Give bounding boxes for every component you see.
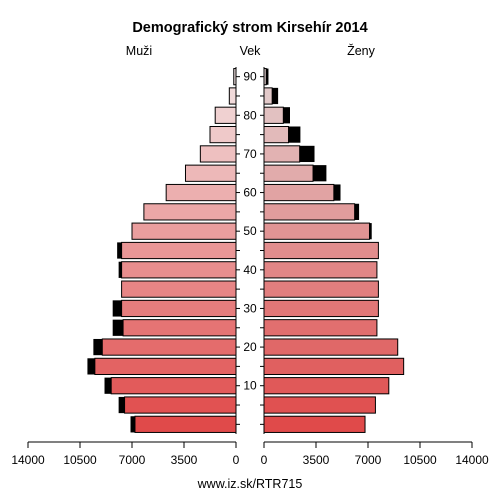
- bars-group: [87, 68, 405, 433]
- female-excess-bar-55-59: [354, 203, 360, 220]
- male-bar-85-89: [228, 87, 237, 105]
- male-bar-10-14: [110, 377, 237, 395]
- age-tick-label: 10: [243, 379, 257, 393]
- female-x-tick-label: 3500: [303, 453, 330, 467]
- male-excess-bar-5-9: [118, 396, 125, 414]
- female-excess-bar-80-84: [283, 107, 290, 124]
- female-bar-65-69: [263, 164, 314, 182]
- male-bar-70-74: [199, 145, 237, 163]
- female-bar-60-64: [263, 183, 335, 202]
- female-bar-50-54: [263, 222, 370, 240]
- female-excess-bar-85-89: [272, 87, 279, 105]
- female-excess-bar-75-79: [288, 126, 301, 143]
- male-bar-15-19: [94, 357, 237, 376]
- female-x-tick-label: 0: [261, 453, 268, 467]
- male-bar-60-64: [165, 183, 237, 202]
- female-bar-80-84: [263, 106, 284, 124]
- male-bar-45-49: [121, 241, 237, 260]
- age-tick-label: 50: [243, 224, 257, 238]
- female-excess-bar-60-64: [333, 184, 341, 201]
- male-excess-bar-20-24: [93, 338, 103, 356]
- age-tick-label: 20: [243, 340, 257, 354]
- female-excess-bar-90+: [266, 68, 269, 85]
- female-bar-30-34: [263, 299, 379, 318]
- female-bar-35-39: [263, 280, 379, 298]
- age-tick-label: 30: [243, 301, 257, 315]
- female-x-tick-label: 14000: [455, 453, 489, 467]
- male-bar-20-24: [101, 338, 237, 356]
- male-x-tick-label: 14000: [11, 453, 45, 467]
- female-x-tick-label: 10500: [403, 453, 437, 467]
- female-bar-25-29: [263, 319, 378, 337]
- axes-group: 10 20 30 40 50 60 70 80 90 14000 10500 7000 3500 0 0 35…: [11, 67, 489, 467]
- females-label: Ženy: [347, 43, 376, 58]
- male-bar-0-4: [134, 415, 237, 433]
- male-x-tick-label: 10500: [63, 453, 97, 467]
- male-bar-55-59: [143, 203, 237, 221]
- female-excess-bar-70-74: [299, 145, 315, 163]
- female-bar-10-14: [263, 377, 390, 395]
- age-tick-label: 60: [243, 186, 257, 200]
- chart-title: Demografický strom Kirsehír 2014: [132, 20, 367, 36]
- male-excess-bar-10-14: [104, 377, 112, 394]
- female-bar-45-49: [263, 241, 379, 260]
- female-bar-0-4: [263, 415, 366, 433]
- footer-source: www.iz.sk/RTR715: [197, 477, 303, 491]
- male-excess-bar-40-44: [118, 261, 122, 278]
- male-bar-50-54: [131, 222, 237, 240]
- female-excess-bar-65-69: [313, 165, 327, 182]
- male-bar-5-9: [124, 396, 237, 414]
- age-label: Vek: [240, 44, 262, 58]
- female-bar-5-9: [263, 396, 376, 414]
- female-x-tick-label: 7000: [355, 453, 382, 467]
- age-tick-label: 70: [243, 147, 257, 161]
- age-tick-label: 40: [243, 263, 257, 277]
- male-bar-25-29: [122, 319, 237, 337]
- male-x-tick-label: 0: [233, 453, 240, 467]
- female-bar-75-79: [263, 125, 290, 144]
- age-tick-label: 90: [243, 70, 257, 84]
- males-label: Muži: [126, 44, 152, 58]
- female-bar-55-59: [263, 203, 356, 221]
- male-bar-40-44: [121, 261, 237, 279]
- male-x-tick-label: 3500: [171, 453, 198, 467]
- male-x-tick-label: 7000: [119, 453, 146, 467]
- male-excess-bar-15-19: [87, 358, 95, 375]
- age-tick-label: 80: [243, 108, 257, 122]
- female-bar-70-74: [263, 145, 301, 163]
- male-bar-75-79: [209, 125, 237, 144]
- male-excess-bar-25-29: [112, 319, 124, 336]
- male-bar-30-34: [121, 299, 237, 318]
- male-excess-bar-0-4: [130, 416, 135, 433]
- male-bar-35-39: [121, 280, 237, 298]
- female-bar-15-19: [263, 357, 405, 376]
- male-excess-bar-45-49: [117, 242, 122, 259]
- male-bar-65-69: [184, 164, 237, 182]
- female-bar-40-44: [263, 261, 378, 279]
- female-bar-85-89: [263, 87, 273, 105]
- female-bar-20-24: [263, 338, 399, 356]
- female-excess-bar-50-54: [369, 223, 372, 240]
- male-bar-80-84: [214, 106, 237, 124]
- male-excess-bar-30-34: [112, 300, 122, 317]
